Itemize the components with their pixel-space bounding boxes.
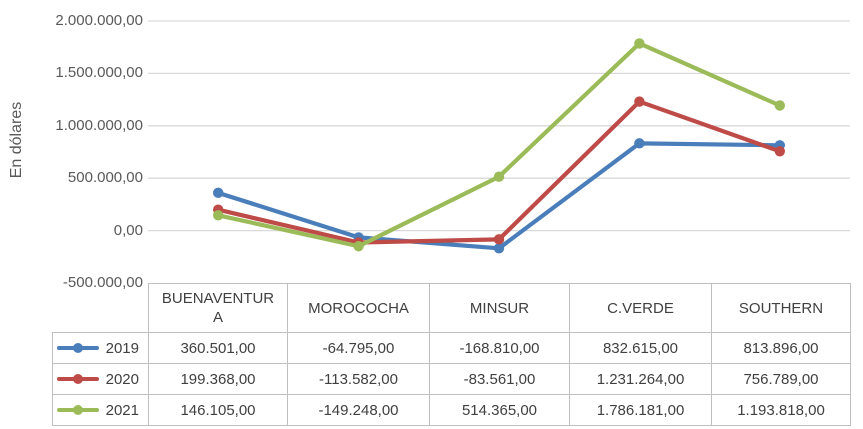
legend-key-icon bbox=[57, 404, 99, 416]
y-tick-label: 0,00 bbox=[113, 221, 143, 239]
legend-cell-2019: 2019 bbox=[52, 332, 149, 364]
value-cell-2020-southern: 756.789,00 bbox=[711, 363, 851, 395]
column-header-minsur: MINSUR bbox=[429, 283, 570, 333]
legend-inner: 2021 bbox=[54, 396, 148, 425]
legend-marker-dot bbox=[73, 374, 83, 384]
data-point-marker-2021 bbox=[213, 210, 224, 221]
value-cell-2019-morococha: -64.795,00 bbox=[287, 332, 430, 364]
data-table-header: BUENAVENTURA MOROCOCHA MINSUR C.VERDE SOUTHE… bbox=[53, 283, 851, 333]
value-cell-2021-minsur: 514.365,00 bbox=[429, 394, 570, 426]
y-tick-label: -500.000,00 bbox=[62, 274, 143, 291]
value-cell-2021-morococha: -149.248,00 bbox=[287, 394, 430, 426]
y-tick-label: 500.000,00 bbox=[67, 169, 143, 187]
data-point-marker-2020 bbox=[493, 234, 505, 245]
data-point-marker-2019 bbox=[213, 187, 224, 199]
legend-cell-2020: 2020 bbox=[52, 363, 149, 395]
legend-marker-dot bbox=[73, 343, 83, 353]
y-tick-label: 1.000.000,00 bbox=[55, 116, 143, 134]
y-tick-label: 1.500.000,00 bbox=[55, 64, 143, 82]
legend-cell-2021: 2021 bbox=[52, 394, 149, 426]
value-cell-2019-minsur: -168.810,00 bbox=[429, 332, 570, 364]
value-cell-2020-buenaventura: 199.368,00 bbox=[148, 363, 288, 395]
column-header-label: MOROCOCHA bbox=[308, 299, 409, 317]
data-point-marker-2021 bbox=[353, 241, 364, 252]
value-cell-2019-southern: 813.896,00 bbox=[711, 332, 851, 364]
data-point-marker-2019 bbox=[493, 243, 505, 254]
value-cell-2020-morococha: -113.582,00 bbox=[287, 363, 430, 395]
legend-key-icon bbox=[57, 342, 99, 354]
data-point-marker-2021 bbox=[493, 171, 505, 182]
value-cell-2019-buenaventura: 360.501,00 bbox=[148, 332, 288, 364]
chart-data-table: BUENAVENTURA MOROCOCHA MINSUR C.VERDE SOUTHE… bbox=[52, 283, 851, 426]
value-cell-2020-minsur: -83.561,00 bbox=[429, 363, 570, 395]
legend-inner: 2019 bbox=[54, 334, 148, 363]
legend-marker-dot bbox=[73, 405, 83, 415]
table-row-2019: 2019 360.501,00 -64.795,00 -168.810,00 832.6… bbox=[52, 332, 851, 364]
column-header-label: SOUTHERN bbox=[738, 299, 824, 317]
column-header-label: MINSUR bbox=[469, 299, 530, 317]
value-cell-2020-c-verde: 1.231.264,00 bbox=[569, 363, 712, 395]
y-tick-label: 2.000.000,00 bbox=[55, 12, 143, 29]
series-name-label: 2020 bbox=[105, 370, 139, 388]
value-cell-2021-c-verde: 1.786.181,00 bbox=[569, 394, 712, 426]
table-corner-blank bbox=[53, 284, 149, 333]
value-cell-2019-c-verde: 832.615,00 bbox=[569, 332, 712, 364]
table-row-2021: 2021 146.105,00 -149.248,00 514.365,00 1.786… bbox=[52, 394, 851, 426]
column-header-buenaventura: BUENAVENTURA bbox=[148, 283, 288, 333]
series-name-label: 2021 bbox=[105, 401, 139, 419]
legend-inner: 2020 bbox=[54, 365, 148, 394]
table-row-2020: 2020 199.368,00 -113.582,00 -83.561,00 1.231… bbox=[52, 363, 851, 395]
plot-area bbox=[148, 20, 850, 254]
value-cell-2021-southern: 1.193.818,00 bbox=[711, 394, 851, 426]
series-name-label: 2019 bbox=[105, 339, 139, 357]
data-point-marker-2020 bbox=[634, 96, 645, 107]
data-point-marker-2020 bbox=[774, 146, 785, 157]
legend-key-icon bbox=[57, 373, 99, 385]
column-header-c-verde: C.VERDE bbox=[569, 283, 712, 333]
value-cell-2021-buenaventura: 146.105,00 bbox=[148, 394, 288, 426]
column-header-label: C.VERDE bbox=[607, 299, 674, 317]
column-header-southern: SOUTHERN bbox=[711, 283, 851, 333]
column-header-morococha: MOROCOCHA bbox=[287, 283, 430, 333]
column-header-label: BUENAVENTURA bbox=[161, 290, 275, 326]
data-point-marker-2021 bbox=[634, 38, 645, 49]
data-point-marker-2021 bbox=[774, 100, 785, 111]
data-point-marker-2019 bbox=[634, 138, 645, 149]
